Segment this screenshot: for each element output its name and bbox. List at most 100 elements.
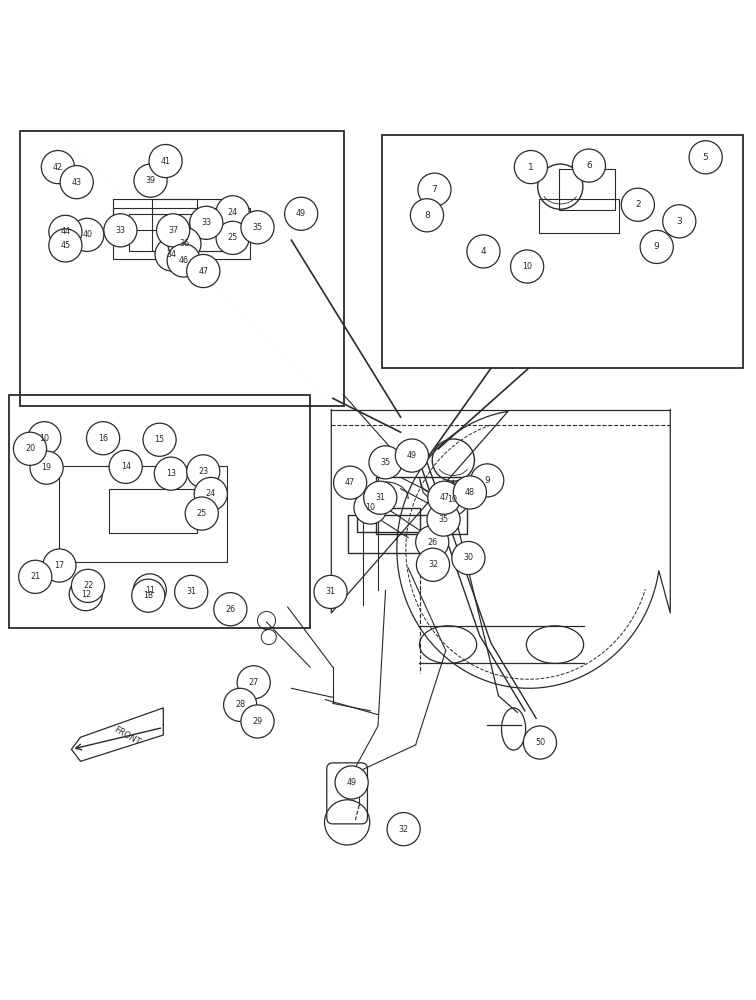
- Text: 49: 49: [296, 209, 306, 218]
- Text: 3: 3: [677, 217, 682, 226]
- Circle shape: [314, 575, 347, 608]
- Text: 32: 32: [398, 825, 409, 834]
- Circle shape: [133, 574, 166, 607]
- Circle shape: [224, 688, 257, 721]
- Circle shape: [168, 227, 201, 260]
- Text: 27: 27: [249, 678, 259, 687]
- Circle shape: [416, 526, 449, 559]
- Text: 31: 31: [326, 587, 336, 596]
- Circle shape: [149, 144, 182, 178]
- Bar: [357, 508, 420, 532]
- Circle shape: [216, 221, 249, 254]
- Text: 2: 2: [635, 200, 640, 209]
- Text: 41: 41: [160, 157, 171, 166]
- Circle shape: [187, 254, 220, 288]
- Text: 35: 35: [438, 515, 448, 524]
- Text: 8: 8: [424, 211, 430, 220]
- Text: 5: 5: [703, 153, 708, 162]
- Text: 1: 1: [528, 163, 534, 172]
- Circle shape: [454, 476, 486, 509]
- Bar: [152, 199, 235, 251]
- Text: 49: 49: [407, 451, 417, 460]
- Circle shape: [43, 549, 76, 582]
- Text: 48: 48: [465, 488, 475, 497]
- Circle shape: [86, 422, 119, 455]
- Text: 25: 25: [228, 233, 237, 242]
- Circle shape: [411, 199, 444, 232]
- Text: 33: 33: [116, 226, 125, 235]
- Circle shape: [42, 151, 74, 184]
- Text: 10: 10: [522, 262, 532, 271]
- Bar: [9, 395, 310, 628]
- Circle shape: [19, 560, 52, 593]
- Circle shape: [523, 726, 556, 759]
- Circle shape: [572, 149, 606, 182]
- Circle shape: [428, 481, 461, 514]
- Text: 29: 29: [253, 717, 262, 726]
- Text: 20: 20: [25, 444, 35, 453]
- Circle shape: [30, 451, 64, 484]
- Circle shape: [155, 238, 188, 271]
- Circle shape: [71, 569, 104, 602]
- Circle shape: [49, 215, 82, 248]
- Text: 11: 11: [144, 586, 155, 595]
- Circle shape: [427, 503, 460, 536]
- Text: 46: 46: [178, 256, 189, 265]
- Bar: [109, 489, 197, 533]
- Circle shape: [333, 466, 367, 499]
- Text: 34: 34: [166, 250, 177, 259]
- Text: 49: 49: [346, 778, 357, 787]
- Text: 47: 47: [439, 493, 449, 502]
- Text: 37: 37: [168, 226, 178, 235]
- Circle shape: [109, 450, 142, 483]
- Text: 10: 10: [447, 495, 457, 504]
- Text: 10: 10: [39, 434, 49, 443]
- Text: 7: 7: [432, 185, 438, 194]
- Bar: [129, 214, 235, 251]
- Text: 47: 47: [198, 267, 209, 276]
- Text: 26: 26: [225, 605, 235, 614]
- Text: 24: 24: [206, 489, 216, 498]
- Circle shape: [132, 579, 165, 612]
- Text: 36: 36: [179, 239, 190, 248]
- Text: 42: 42: [53, 163, 63, 172]
- Circle shape: [335, 766, 368, 799]
- Circle shape: [60, 166, 93, 199]
- Text: 13: 13: [166, 469, 176, 478]
- Text: 19: 19: [42, 463, 51, 472]
- Text: 23: 23: [198, 467, 209, 476]
- Bar: [348, 515, 432, 553]
- Circle shape: [190, 206, 223, 239]
- Text: 39: 39: [145, 176, 156, 185]
- Text: 35: 35: [253, 223, 262, 232]
- Circle shape: [369, 446, 402, 479]
- Circle shape: [510, 250, 544, 283]
- Text: 35: 35: [380, 458, 391, 467]
- Text: 45: 45: [60, 241, 70, 250]
- Circle shape: [70, 578, 102, 611]
- Circle shape: [134, 164, 167, 197]
- Text: 30: 30: [463, 553, 473, 562]
- Circle shape: [214, 593, 247, 626]
- Circle shape: [364, 481, 397, 514]
- Text: 9: 9: [654, 242, 659, 251]
- Text: FRONT: FRONT: [112, 725, 141, 747]
- Text: 10: 10: [365, 503, 376, 512]
- Circle shape: [143, 423, 176, 456]
- Text: 6: 6: [586, 161, 592, 170]
- Circle shape: [354, 491, 387, 524]
- Circle shape: [689, 141, 722, 174]
- Text: 44: 44: [60, 227, 70, 236]
- Text: 26: 26: [427, 538, 437, 547]
- Circle shape: [435, 483, 469, 516]
- Circle shape: [167, 244, 200, 277]
- Circle shape: [216, 196, 249, 229]
- Text: 50: 50: [535, 738, 545, 747]
- Circle shape: [14, 432, 47, 465]
- Text: 43: 43: [72, 178, 82, 187]
- Circle shape: [471, 464, 503, 497]
- Bar: [113, 208, 250, 259]
- Text: 24: 24: [228, 208, 237, 217]
- Circle shape: [175, 575, 208, 608]
- Circle shape: [241, 705, 274, 738]
